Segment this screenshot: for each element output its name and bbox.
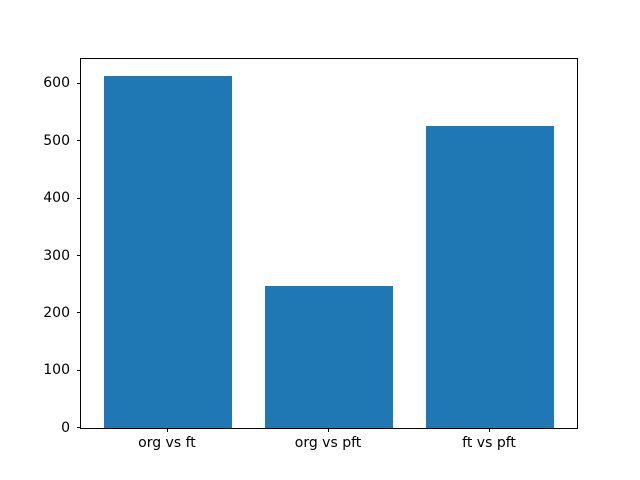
y-tick-label: 500	[43, 132, 70, 149]
plot-area	[80, 57, 578, 430]
y-tick-label: 200	[43, 304, 70, 321]
x-tick-label: org vs ft	[138, 435, 196, 452]
y-tick-mark	[77, 369, 81, 371]
y-tick-label: 400	[43, 190, 70, 207]
x-tick-label: ft vs pft	[462, 435, 516, 452]
x-tick-mark	[489, 428, 491, 433]
bar-org-vs-pft	[264, 285, 394, 429]
bar-ft-vs-pft	[425, 125, 555, 429]
y-tick-mark	[77, 427, 81, 429]
x-tick-mark	[166, 428, 168, 433]
y-tick-label: 0	[61, 419, 70, 436]
x-tick-label: org vs pft	[294, 435, 362, 452]
x-tick-mark	[328, 428, 329, 433]
y-tick-mark	[77, 82, 81, 84]
y-tick-label: 600	[43, 75, 70, 92]
bar-org-vs-ft	[103, 76, 233, 429]
y-tick-mark	[77, 312, 81, 314]
y-tick-mark	[77, 140, 81, 142]
y-tick-mark	[77, 197, 81, 199]
y-tick-mark	[77, 255, 81, 257]
y-tick-label: 300	[43, 247, 70, 264]
y-tick-label: 100	[43, 362, 70, 379]
